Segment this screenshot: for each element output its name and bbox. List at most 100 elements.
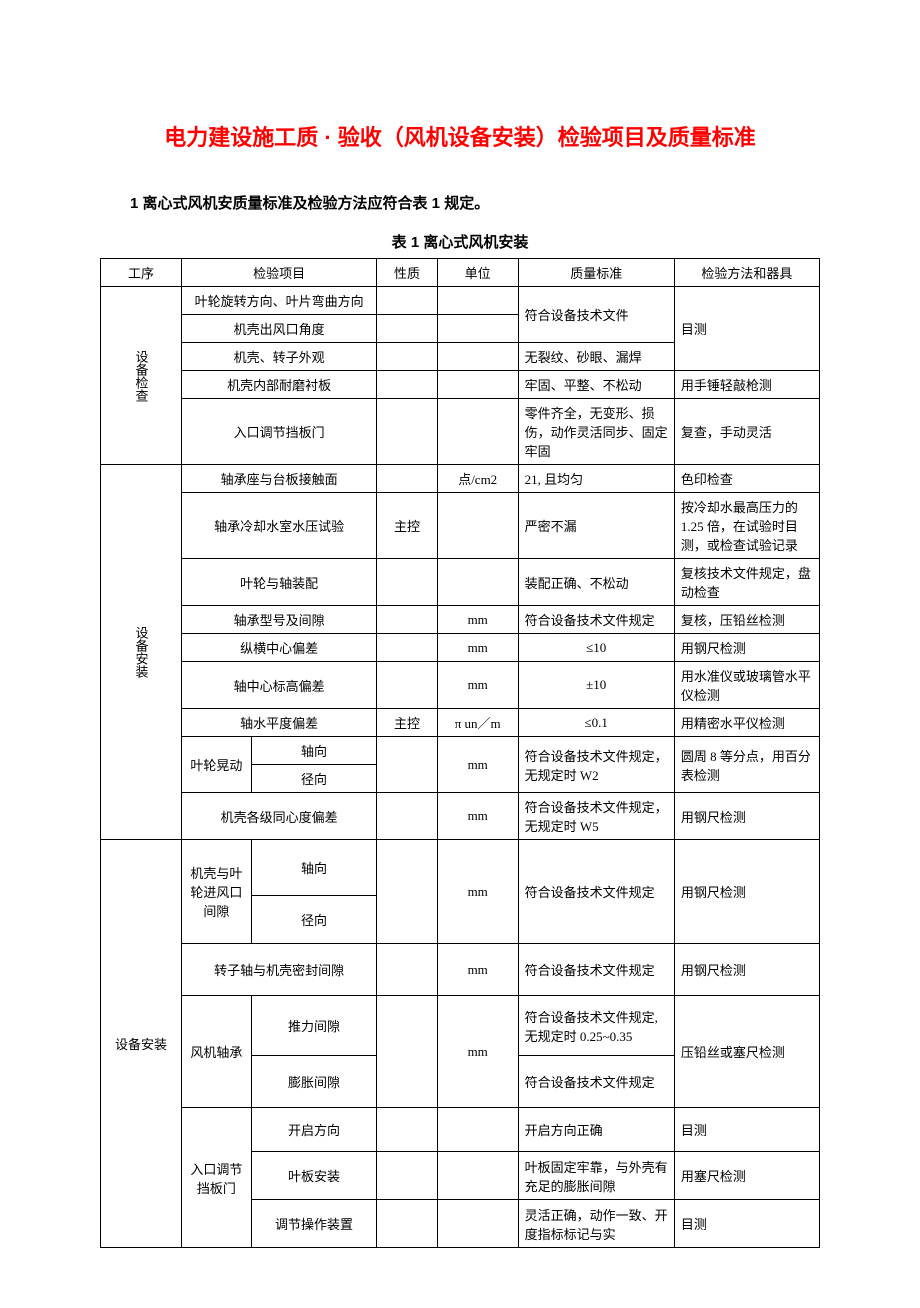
method-cell: 目测 [674,1108,819,1152]
header-std: 质量标准 [518,259,674,287]
nature-cell: 主控 [377,493,437,559]
std-cell: 叶板固定牢靠，与外壳有充足的膨胀间隙 [518,1152,674,1200]
item-cell: 纵横中心偏差 [182,634,377,662]
proc-cell: 设备检查 [101,287,182,465]
item-cell: 膨胀间隙 [251,1056,377,1108]
table-row: 机壳内部耐磨衬板 牢固、平整、不松动 用手锤轻敲枪测 [101,371,820,399]
std-cell: 装配正确、不松动 [518,559,674,606]
method-cell: 目测 [674,1200,819,1248]
nature-cell [377,662,437,709]
unit-cell: mm [437,793,518,840]
std-cell: 严密不漏 [518,493,674,559]
item-cell: 轴承座与台板接触面 [182,465,377,493]
intro-text: 1 离心式风机安质量标准及检验方法应符合表 1 规定。 [100,192,820,213]
std-cell: ≤10 [518,634,674,662]
header-item: 检验项目 [182,259,377,287]
nature-cell [377,793,437,840]
unit-cell [437,343,518,371]
unit-cell: mm [437,996,518,1108]
unit-cell [437,493,518,559]
unit-cell [437,399,518,465]
item-cell: 轴水平度偏差 [182,709,377,737]
table-row: 设备检查 叶轮旋转方向、叶片弯曲方向 符合设备技术文件 目测 [101,287,820,315]
item-cell: 调节操作装置 [251,1200,377,1248]
item-cell: 转子轴与机壳密封间隙 [182,944,377,996]
table-row: 入口调节挡板门 开启方向 开启方向正确 目测 [101,1108,820,1152]
sub-cell: 机壳与叶轮进风口间隙 [182,840,252,944]
table-row: 机壳各级同心度偏差 mm 符合设备技术文件规定，无规定时 W5 用钢尺检测 [101,793,820,840]
std-cell: ±10 [518,662,674,709]
item-cell: 径向 [251,765,377,793]
method-cell: 复核，压铅丝检测 [674,606,819,634]
table-row: 纵横中心偏差 mm ≤10 用钢尺检测 [101,634,820,662]
nature-cell [377,606,437,634]
std-cell: 开启方向正确 [518,1108,674,1152]
item-cell: 轴向 [251,840,377,896]
std-cell: 符合设备技术文件规定, 无规定时 0.25~0.35 [518,996,674,1056]
table-row: 入口调节挡板门 零件齐全，无变形、损伤，动作灵活同步、固定牢固 复查，手动灵活 [101,399,820,465]
std-cell: 符合设备技术文件规定，无规定时 W5 [518,793,674,840]
item-cell: 机壳出风口角度 [182,315,377,343]
nature-cell [377,343,437,371]
unit-cell: mm [437,944,518,996]
method-cell: 用手锤轻敲枪测 [674,371,819,399]
method-cell: 用钢尺检测 [674,793,819,840]
item-cell: 机壳各级同心度偏差 [182,793,377,840]
sub-cell: 风机轴承 [182,996,252,1108]
nature-cell [377,399,437,465]
nature-cell [377,944,437,996]
std-cell: 21, 且均匀 [518,465,674,493]
std-cell: 符合设备技术文件规定 [518,840,674,944]
unit-cell [437,315,518,343]
item-cell: 轴中心标高偏差 [182,662,377,709]
method-cell: 用钢尺检测 [674,944,819,996]
method-cell: 复核技术文件规定，盘动检查 [674,559,819,606]
nature-cell [377,559,437,606]
unit-cell: mm [437,606,518,634]
nature-cell [377,371,437,399]
unit-cell: mm [437,634,518,662]
table-row: 叶轮晃动 轴向 mm 符合设备技术文件规定，无规定时 W2 圆周 8 等分点，用… [101,737,820,765]
item-cell: 推力间隙 [251,996,377,1056]
table-header-row: 工序 检验项目 性质 单位 质量标准 检验方法和器具 [101,259,820,287]
item-cell: 开启方向 [251,1108,377,1152]
method-cell: 目测 [674,287,819,371]
method-cell: 用精密水平仪检测 [674,709,819,737]
unit-cell [437,1200,518,1248]
std-cell: 符合设备技术文件规定，无规定时 W2 [518,737,674,793]
nature-cell [377,737,437,793]
table-caption: 表 1 离心式风机安装 [100,231,820,252]
unit-cell: mm [437,840,518,944]
table-row: 轴承冷却水室水压试验 主控 严密不漏 按冷却水最高压力的 1.25 倍，在试验时… [101,493,820,559]
item-cell: 机壳、转子外观 [182,343,377,371]
nature-cell [377,1200,437,1248]
table-row: 轴承型号及间隙 mm 符合设备技术文件规定 复核，压铅丝检测 [101,606,820,634]
std-cell: ≤0.1 [518,709,674,737]
std-cell: 无裂纹、砂眼、漏焊 [518,343,674,371]
header-method: 检验方法和器具 [674,259,819,287]
method-cell: 色印检查 [674,465,819,493]
method-cell: 圆周 8 等分点，用百分表检测 [674,737,819,793]
item-cell: 轴承型号及间隙 [182,606,377,634]
unit-cell [437,287,518,315]
item-cell: 叶轮旋转方向、叶片弯曲方向 [182,287,377,315]
method-cell: 用水准仪或玻璃管水平仪检测 [674,662,819,709]
method-cell: 用钢尺检测 [674,840,819,944]
table-row: 风机轴承 推力间隙 mm 符合设备技术文件规定, 无规定时 0.25~0.35 … [101,996,820,1056]
table-row: 设备安装 机壳与叶轮进风口间隙 轴向 mm 符合设备技术文件规定 用钢尺检测 [101,840,820,896]
header-nature: 性质 [377,259,437,287]
nature-cell [377,634,437,662]
nature-cell [377,287,437,315]
nature-cell: 主控 [377,709,437,737]
unit-cell: mm [437,737,518,793]
nature-cell [377,315,437,343]
method-cell: 用钢尺检测 [674,634,819,662]
std-cell: 牢固、平整、不松动 [518,371,674,399]
proc-cell: 设备安装 [101,465,182,840]
unit-cell [437,1108,518,1152]
std-cell: 灵活正确，动作一致、开度指标标记与实 [518,1200,674,1248]
table-row: 叶轮与轴装配 装配正确、不松动 复核技术文件规定，盘动检查 [101,559,820,606]
nature-cell [377,840,437,944]
table-row: 轴水平度偏差 主控 π un／m ≤0.1 用精密水平仪检测 [101,709,820,737]
unit-cell [437,1152,518,1200]
